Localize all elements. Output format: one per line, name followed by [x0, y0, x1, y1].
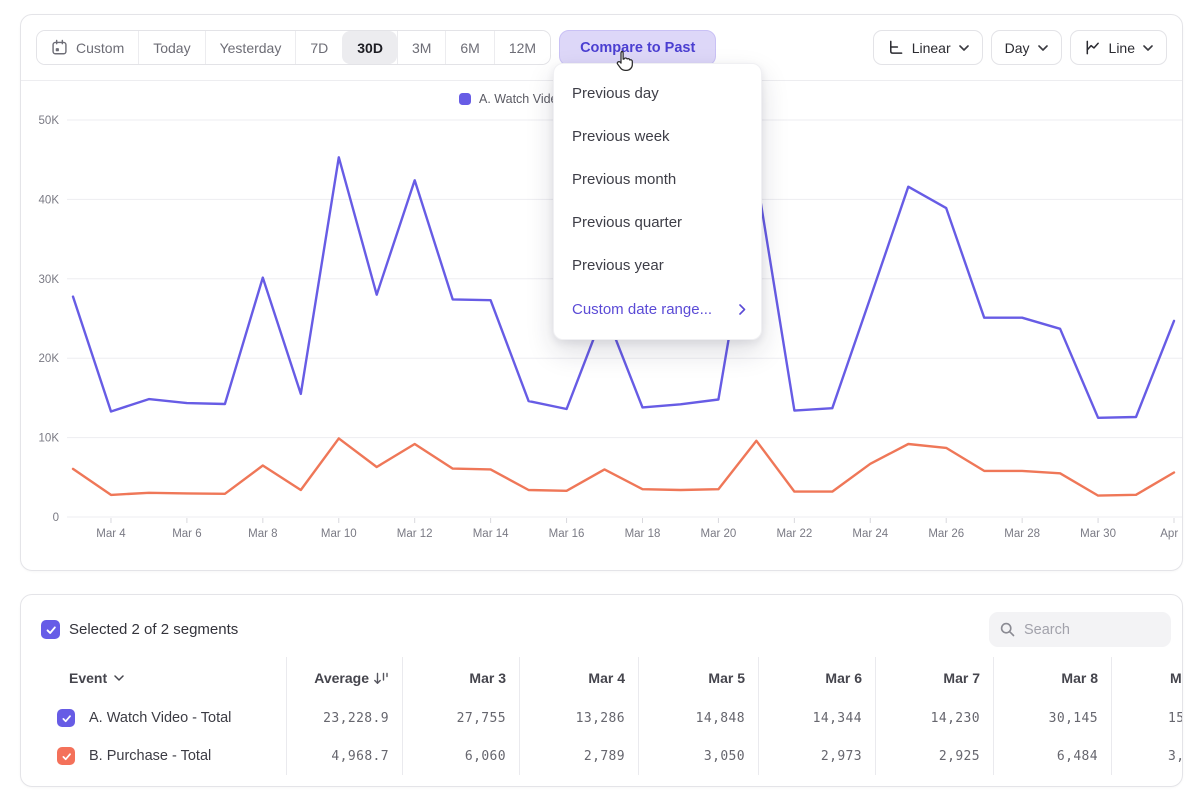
linear-scale-icon [887, 39, 904, 56]
chevron-down-icon [1143, 45, 1153, 51]
svg-text:Mar 24: Mar 24 [852, 528, 888, 540]
selection-summary-label: Selected 2 of 2 segments [69, 621, 238, 638]
cell-b-mar5: 3,050 [638, 737, 758, 775]
legend-item-watch-video[interactable]: A. Watch Video [459, 92, 564, 106]
cell-b-mar6: 2,973 [758, 737, 875, 775]
selection-summary-row: Selected 2 of 2 segments [21, 595, 1182, 657]
menu-item-previous-year[interactable]: Previous year [554, 244, 761, 287]
column-header-event[interactable]: Event [21, 657, 286, 699]
preset-6m[interactable]: 6M [445, 31, 493, 64]
compare-to-past-menu: Previous day Previous week Previous mont… [553, 63, 762, 340]
svg-text:Mar 8: Mar 8 [248, 528, 277, 540]
preset-today[interactable]: Today [138, 31, 204, 64]
search-box[interactable] [989, 612, 1171, 647]
cell-b-mar3: 6,060 [402, 737, 519, 775]
preset-7d[interactable]: 7D [295, 31, 342, 64]
chevron-down-icon [959, 45, 969, 51]
cell-a-average: 23,228.9 [286, 699, 402, 737]
row-label-b: B. Purchase - Total [89, 748, 211, 764]
sort-descending-icon [373, 671, 389, 686]
menu-item-previous-quarter[interactable]: Previous quarter [554, 201, 761, 244]
chart-type-label: Line [1109, 40, 1135, 56]
cell-a-mar3: 27,755 [402, 699, 519, 737]
cell-a-mar9-clipped: 15, [1111, 699, 1183, 737]
svg-text:10K: 10K [39, 433, 60, 445]
column-header-mar9-clipped[interactable]: M [1111, 657, 1183, 699]
svg-text:Mar 30: Mar 30 [1080, 528, 1116, 540]
select-all-checkbox[interactable] [41, 620, 60, 639]
chevron-down-icon [1038, 45, 1048, 51]
menu-item-previous-week[interactable]: Previous week [554, 115, 761, 158]
date-range-control: Custom Today Yesterday 7D 30D 3M 6M 12M [36, 30, 551, 65]
cell-b-mar7: 2,925 [875, 737, 993, 775]
cell-a-mar5: 14,848 [638, 699, 758, 737]
svg-text:Mar 20: Mar 20 [701, 528, 737, 540]
svg-text:Mar 16: Mar 16 [549, 528, 585, 540]
column-header-mar6[interactable]: Mar 6 [758, 657, 875, 699]
menu-item-custom-date-range[interactable]: Custom date range... [554, 287, 761, 331]
row-label-a: A. Watch Video - Total [89, 710, 231, 726]
column-header-average[interactable]: Average [286, 657, 402, 699]
svg-text:20K: 20K [39, 353, 60, 365]
line-chart-icon [1084, 39, 1101, 56]
row-checkbox-a[interactable] [57, 709, 75, 727]
svg-text:Apr 1: Apr 1 [1160, 528, 1182, 540]
cell-b-average: 4,968.7 [286, 737, 402, 775]
svg-text:Mar 22: Mar 22 [776, 528, 812, 540]
row-checkbox-b[interactable] [57, 747, 75, 765]
svg-text:Mar 12: Mar 12 [397, 528, 433, 540]
column-header-mar4[interactable]: Mar 4 [519, 657, 638, 699]
cell-a-mar7: 14,230 [875, 699, 993, 737]
cell-b-mar4: 2,789 [519, 737, 638, 775]
preset-custom[interactable]: Custom [37, 31, 138, 64]
cell-a-mar8: 30,145 [993, 699, 1111, 737]
table-row-purchase[interactable]: B. Purchase - Total [21, 737, 286, 775]
cell-b-mar8: 6,484 [993, 737, 1111, 775]
cell-b-mar9-clipped: 3, [1111, 737, 1183, 775]
check-icon [61, 713, 72, 724]
svg-text:0: 0 [53, 512, 59, 524]
svg-text:40K: 40K [39, 194, 60, 206]
interval-dropdown[interactable]: Day [991, 30, 1062, 65]
svg-text:Mar 26: Mar 26 [928, 528, 964, 540]
table-row-watch-video[interactable]: A. Watch Video - Total [21, 699, 286, 737]
calendar-icon [51, 39, 68, 56]
interval-label: Day [1005, 40, 1030, 56]
cell-a-mar6: 14,344 [758, 699, 875, 737]
svg-text:Mar 18: Mar 18 [625, 528, 661, 540]
cell-a-mar4: 13,286 [519, 699, 638, 737]
column-header-mar3[interactable]: Mar 3 [402, 657, 519, 699]
svg-text:50K: 50K [39, 115, 60, 127]
check-icon [45, 624, 57, 636]
scale-dropdown[interactable]: Linear [873, 30, 983, 65]
segments-table-card: Selected 2 of 2 segments Event Average M… [20, 594, 1183, 787]
segments-table: Event Average Mar 3 Mar 4 Mar 5 Mar 6 Ma… [21, 657, 1183, 775]
preset-yesterday[interactable]: Yesterday [205, 31, 296, 64]
chevron-down-icon [114, 675, 124, 681]
legend-swatch-a [459, 93, 471, 105]
check-icon [61, 751, 72, 762]
column-header-mar5[interactable]: Mar 5 [638, 657, 758, 699]
preset-30d-selected[interactable]: 30D [342, 31, 397, 64]
svg-text:Mar 10: Mar 10 [321, 528, 357, 540]
search-icon [999, 621, 1016, 638]
svg-text:Mar 14: Mar 14 [473, 528, 509, 540]
svg-text:30K: 30K [39, 274, 60, 286]
chevron-right-icon [739, 304, 746, 315]
preset-3m[interactable]: 3M [397, 31, 445, 64]
scale-label: Linear [912, 40, 951, 56]
svg-text:Mar 4: Mar 4 [96, 528, 126, 540]
chart-type-dropdown[interactable]: Line [1070, 30, 1167, 65]
column-header-mar7[interactable]: Mar 7 [875, 657, 993, 699]
menu-item-previous-month[interactable]: Previous month [554, 158, 761, 201]
preset-custom-label: Custom [76, 40, 124, 56]
svg-text:Mar 6: Mar 6 [172, 528, 201, 540]
preset-12m[interactable]: 12M [494, 31, 550, 64]
menu-item-previous-day[interactable]: Previous day [554, 72, 761, 115]
search-input[interactable] [1024, 622, 1154, 638]
compare-to-past-button[interactable]: Compare to Past [559, 30, 716, 66]
column-header-mar8[interactable]: Mar 8 [993, 657, 1111, 699]
svg-text:Mar 28: Mar 28 [1004, 528, 1040, 540]
legend-label-a: A. Watch Video [479, 92, 564, 106]
